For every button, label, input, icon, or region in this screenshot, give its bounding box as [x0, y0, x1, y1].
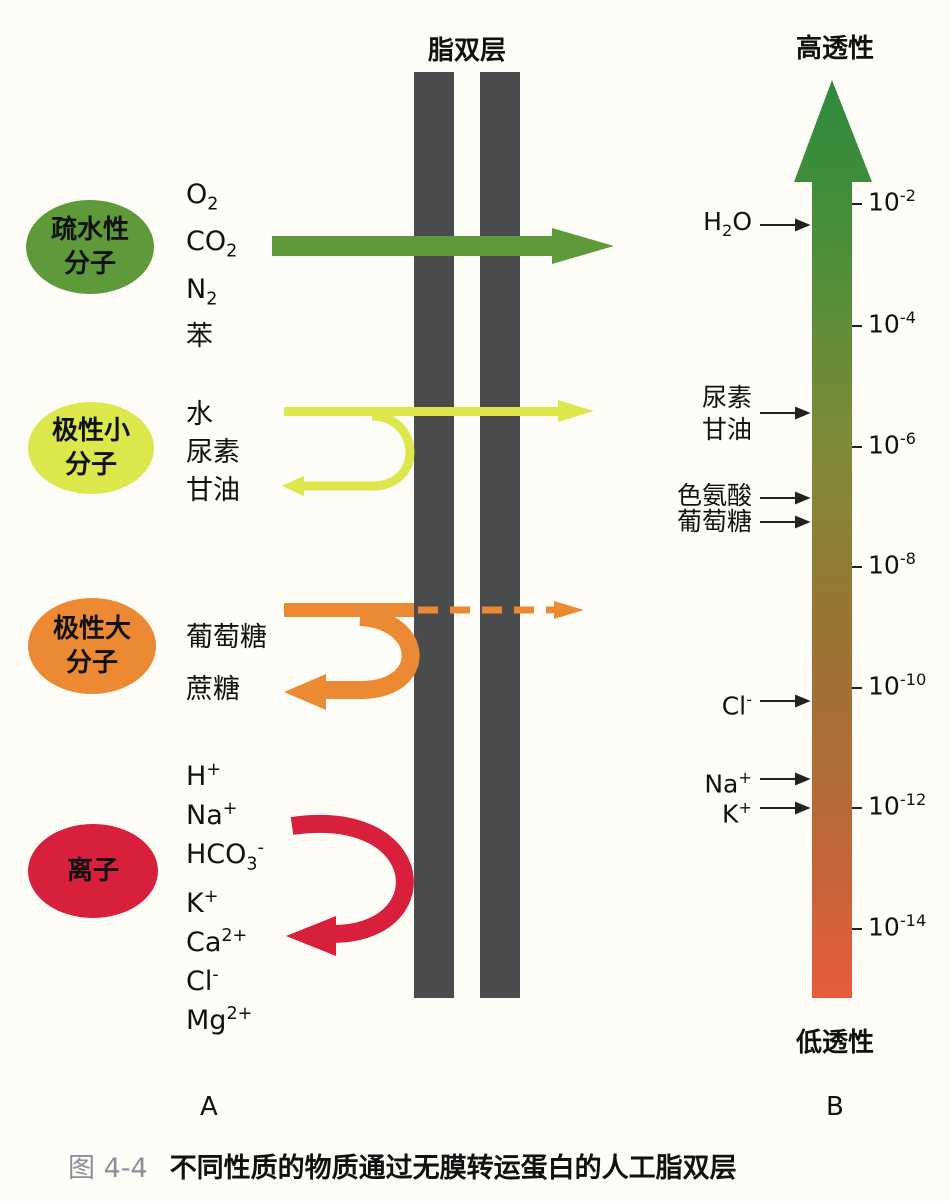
- scale-molecule-label: 色氨酸: [676, 481, 752, 510]
- hydrophobic-ellipse: 疏水性 分子: [26, 200, 154, 294]
- species-item: CO2: [186, 226, 238, 262]
- species-item: HCO3-: [186, 838, 264, 875]
- figure-number: 图 4-4: [68, 1153, 148, 1184]
- figure-caption-text: 不同性质的物质通过无膜转运蛋白的人工脂双层: [169, 1153, 737, 1184]
- permeability-gradient-arrow: [794, 80, 872, 998]
- bilayer-leaflet-right: [480, 72, 520, 998]
- hydrophobic-label-line2: 分子: [63, 249, 116, 279]
- hydrophobic-label-line1: 疏水性: [50, 215, 129, 245]
- scale-molecule-label: H2O: [703, 207, 752, 240]
- species-item: Na+: [186, 799, 238, 831]
- scale-molecule-label: Cl-: [721, 690, 752, 721]
- molecule-pointers: [760, 218, 811, 815]
- figure-caption: 图 4-4 不同性质的物质通过无膜转运蛋白的人工脂双层: [68, 1146, 737, 1185]
- panel-b-label: B: [826, 1092, 844, 1122]
- tick-label: 10-2: [868, 186, 917, 217]
- species-item: 苯: [186, 321, 213, 353]
- hydrophobic-species-list: O2 CO2 N2 苯: [186, 176, 237, 356]
- scale-molecule-label: Na+: [704, 768, 752, 799]
- scale-molecule-label: 葡萄糖: [676, 507, 752, 536]
- species-item: K+: [186, 887, 219, 920]
- species-item: Cl-: [186, 965, 219, 998]
- tick-label: 10-8: [868, 549, 917, 580]
- large-polar-species-list: 葡萄糖 蔗糖: [186, 612, 267, 716]
- large-polar-arrow: [284, 601, 584, 710]
- scale-bottom-label: 低透性: [795, 1028, 874, 1058]
- species-item: 蔗糖: [186, 674, 240, 705]
- tick-label: 10-4: [868, 308, 917, 339]
- ion-label-line1: 离子: [66, 856, 119, 886]
- small-polar-label-line1: 极性小: [51, 416, 130, 446]
- species-item: 水: [186, 399, 213, 430]
- large-polar-label-line2: 分子: [65, 648, 118, 678]
- scale-molecule-label: K+: [721, 798, 752, 829]
- species-item: Mg2+: [186, 1004, 253, 1037]
- hydrophobic-arrow: [272, 228, 614, 264]
- tick-label: 10-10: [868, 670, 927, 701]
- small-polar-label-line2: 分子: [64, 450, 117, 480]
- scale-molecule-label: 尿素: [701, 383, 752, 412]
- species-item: H+: [186, 760, 222, 792]
- small-polar-species-list: 水 尿素 甘油: [186, 396, 240, 510]
- ion-species-list: H+ Na+ HCO3- K+ Ca2+ Cl- Mg2+: [186, 754, 264, 1037]
- large-polar-label-line1: 极性大: [52, 614, 131, 644]
- ion-arrow: [286, 815, 414, 956]
- species-item: N2: [186, 273, 218, 310]
- small-polar-arrow: [282, 400, 594, 496]
- species-item: 葡萄糖: [186, 622, 267, 653]
- bilayer-title: 脂双层: [427, 36, 506, 66]
- scale-top-label: 高透性: [795, 34, 874, 64]
- panel-a-label: A: [200, 1092, 218, 1122]
- species-item: 甘油: [186, 475, 240, 506]
- species-item: Ca2+: [186, 926, 248, 959]
- tick-label: 10-12: [868, 790, 927, 821]
- tick-label: 10-6: [868, 429, 917, 460]
- large-polar-ellipse: 极性大 分子: [28, 598, 156, 694]
- tick-label: 10-14: [868, 911, 927, 942]
- species-item: O2: [186, 179, 219, 215]
- bilayer-leaflet-left: [414, 72, 454, 998]
- small-polar-ellipse: 极性小 分子: [28, 402, 154, 494]
- scale-tick-marks: [852, 203, 862, 930]
- scale-molecule-label: 甘油: [701, 415, 752, 444]
- ion-ellipse: 离子: [28, 824, 158, 918]
- species-item: 尿素: [186, 437, 240, 468]
